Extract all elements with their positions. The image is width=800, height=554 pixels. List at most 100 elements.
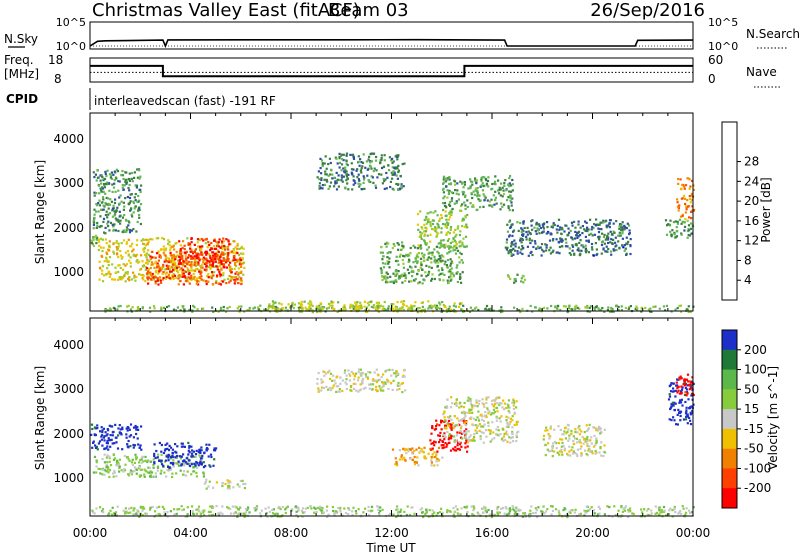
heatmap-cell bbox=[107, 213, 110, 216]
heatmap-cell bbox=[153, 452, 156, 455]
heatmap-cell bbox=[563, 430, 566, 433]
heatmap-cell bbox=[509, 417, 512, 420]
heatmap-cell bbox=[234, 258, 237, 261]
heatmap-cell bbox=[452, 513, 455, 516]
heatmap-cell bbox=[515, 423, 518, 426]
heatmap-cell bbox=[211, 263, 214, 266]
heatmap-cell bbox=[101, 196, 105, 199]
heatmap-cell bbox=[460, 302, 463, 305]
heatmap-cell bbox=[121, 230, 124, 233]
heatmap-cell bbox=[329, 173, 332, 176]
heatmap-cell bbox=[325, 385, 328, 388]
heatmap-cell bbox=[125, 182, 128, 185]
heatmap-cell bbox=[164, 247, 167, 250]
heatmap-cell bbox=[301, 515, 304, 518]
heatmap-cell bbox=[436, 306, 440, 309]
heatmap-cell bbox=[139, 512, 142, 515]
heatmap-cell bbox=[430, 257, 433, 260]
heatmap-cell bbox=[484, 429, 488, 432]
heatmap-cell bbox=[517, 246, 520, 249]
heatmap-cell bbox=[431, 227, 434, 231]
heatmap-cell bbox=[482, 507, 485, 510]
heatmap-cell bbox=[636, 307, 639, 310]
heatmap-cell bbox=[577, 426, 580, 429]
heatmap-cell bbox=[335, 180, 338, 183]
heatmap-cell bbox=[509, 184, 513, 187]
heatmap-cell bbox=[609, 219, 612, 222]
heatmap-cell bbox=[534, 511, 537, 515]
heatmap-cell bbox=[243, 310, 246, 313]
heatmap-cell bbox=[225, 238, 228, 241]
heatmap-cell bbox=[605, 226, 608, 229]
heatmap-cell bbox=[400, 455, 403, 458]
heatmap-cell bbox=[385, 279, 388, 282]
heatmap-cell bbox=[101, 458, 104, 461]
heatmap-cell bbox=[187, 263, 190, 266]
heatmap-cell bbox=[471, 439, 474, 442]
heatmap-cell bbox=[596, 428, 599, 431]
heatmap-cell bbox=[479, 185, 482, 188]
heatmap-cell bbox=[681, 505, 684, 508]
heatmap-cell bbox=[149, 310, 152, 313]
heatmap-cell bbox=[615, 244, 618, 247]
heatmap-cell bbox=[119, 278, 122, 281]
heatmap-cell bbox=[161, 237, 164, 240]
heatmap-cell bbox=[507, 275, 510, 278]
heatmap-cell bbox=[499, 402, 502, 405]
heatmap-cell bbox=[131, 180, 134, 183]
heatmap-cell bbox=[567, 307, 570, 310]
heatmap-cell bbox=[547, 442, 550, 445]
heatmap-cell bbox=[359, 368, 362, 371]
heatmap-cell bbox=[439, 241, 442, 244]
heatmap-cell bbox=[585, 424, 588, 427]
heatmap-cell bbox=[400, 183, 403, 186]
heatmap-cell bbox=[222, 253, 225, 256]
heatmap-cell bbox=[688, 407, 691, 410]
heatmap-cell bbox=[568, 304, 571, 307]
heatmap-cell bbox=[401, 375, 405, 378]
heatmap-cell bbox=[451, 272, 454, 275]
heatmap-cell bbox=[684, 202, 687, 206]
heatmap-cell bbox=[172, 261, 175, 264]
heatmap-cell bbox=[362, 372, 365, 375]
heatmap-cell bbox=[556, 304, 560, 308]
heatmap-cell bbox=[483, 405, 486, 409]
heatmap-cell bbox=[339, 510, 342, 513]
heatmap-cell bbox=[96, 236, 99, 239]
heatmap-cell bbox=[411, 305, 414, 308]
heatmap-cell bbox=[203, 259, 206, 262]
heatmap-cell bbox=[534, 230, 537, 233]
heatmap-cell bbox=[440, 310, 444, 313]
heatmap-cell bbox=[357, 308, 360, 311]
heatmap-cell bbox=[127, 473, 130, 476]
heatmap-cell bbox=[476, 416, 479, 419]
heatmap-cell bbox=[316, 307, 319, 310]
heatmap-cell bbox=[423, 253, 426, 256]
heatmap-cell bbox=[478, 423, 482, 426]
heatmap-cell bbox=[564, 437, 567, 440]
heatmap-cell bbox=[456, 182, 459, 185]
heatmap-cell bbox=[105, 256, 108, 259]
heatmap-cell bbox=[624, 505, 627, 508]
heatmap-cell bbox=[537, 309, 541, 312]
heatmap-cell bbox=[681, 404, 684, 407]
heatmap-cell bbox=[133, 444, 137, 447]
heatmap-cell bbox=[490, 198, 493, 201]
heatmap-cell bbox=[200, 266, 203, 269]
heatmap-cell bbox=[387, 164, 390, 167]
heatmap-cell bbox=[610, 306, 613, 310]
heatmap-cell bbox=[507, 416, 510, 419]
heatmap-cell bbox=[174, 261, 177, 264]
heatmap-cell bbox=[505, 425, 508, 428]
heatmap-cell bbox=[236, 513, 239, 516]
heatmap-cell bbox=[615, 305, 618, 308]
heatmap-cell bbox=[165, 267, 168, 270]
heatmap-cell bbox=[439, 256, 442, 259]
heatmap-cell bbox=[467, 438, 470, 441]
heatmap-cell bbox=[233, 254, 236, 257]
nsky-label: N.Sky bbox=[4, 32, 38, 46]
heatmap-cell bbox=[142, 460, 145, 463]
heatmap-cell bbox=[482, 431, 485, 435]
heatmap-cell bbox=[403, 368, 406, 371]
heatmap-cell bbox=[685, 394, 688, 397]
